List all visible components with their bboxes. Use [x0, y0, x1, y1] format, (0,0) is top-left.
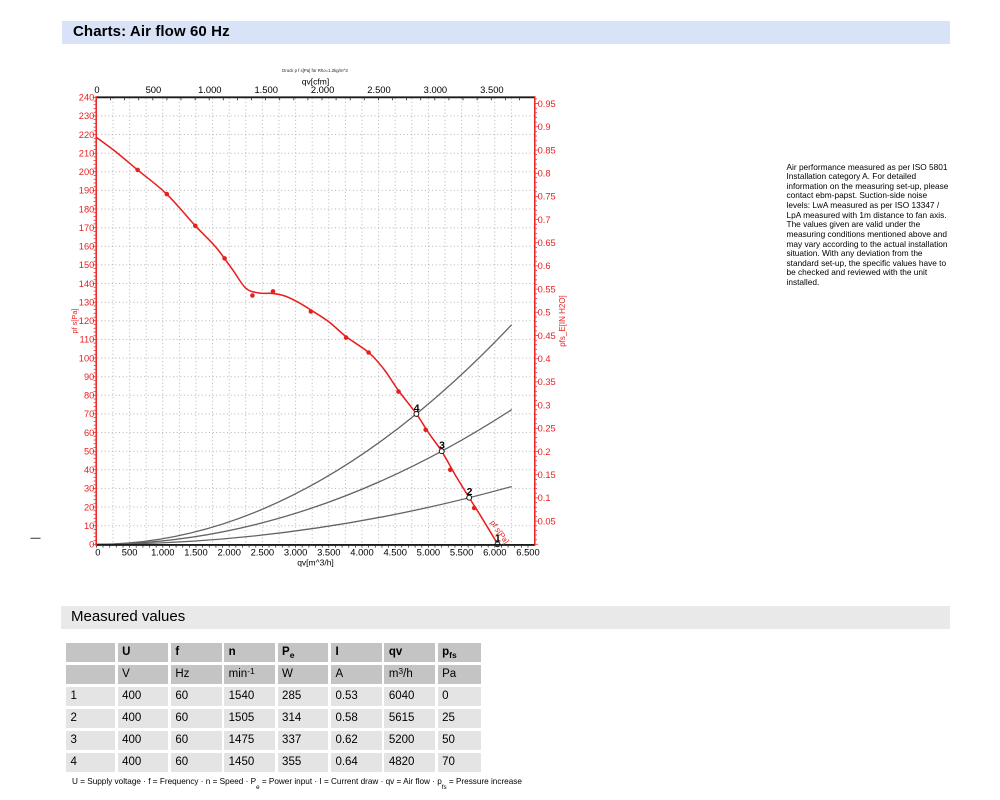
svg-text:0.15: 0.15	[538, 470, 556, 480]
svg-text:220: 220	[79, 130, 95, 140]
svg-text:0.3: 0.3	[538, 400, 551, 410]
svg-text:160: 160	[79, 242, 95, 252]
svg-text:80: 80	[84, 391, 94, 401]
svg-text:3.000: 3.000	[424, 84, 447, 95]
svg-text:110: 110	[79, 335, 94, 345]
svg-text:2: 2	[467, 487, 473, 498]
svg-text:1.500: 1.500	[184, 547, 207, 558]
svg-text:0.5: 0.5	[538, 308, 551, 318]
svg-text:180: 180	[79, 204, 95, 214]
svg-text:0.85: 0.85	[538, 145, 556, 155]
svg-text:500: 500	[146, 84, 162, 95]
svg-text:20: 20	[84, 502, 94, 512]
svg-text:100: 100	[79, 353, 95, 363]
svg-text:130: 130	[79, 298, 95, 308]
svg-text:3.000: 3.000	[284, 547, 307, 558]
svg-text:5.000: 5.000	[417, 547, 440, 558]
svg-text:6.500: 6.500	[516, 547, 539, 558]
svg-text:60: 60	[84, 428, 94, 438]
svg-text:200: 200	[79, 167, 95, 177]
svg-text:240: 240	[79, 93, 95, 103]
svg-text:500: 500	[122, 547, 138, 558]
svg-text:4.500: 4.500	[383, 547, 406, 558]
svg-text:3: 3	[439, 441, 445, 452]
svg-text:0.95: 0.95	[538, 99, 556, 109]
svg-text:190: 190	[79, 186, 95, 196]
svg-text:0.9: 0.9	[538, 122, 551, 132]
svg-text:0.75: 0.75	[538, 192, 556, 202]
svg-text:50: 50	[84, 447, 94, 457]
svg-text:0.8: 0.8	[538, 169, 551, 179]
svg-text:210: 210	[79, 149, 95, 159]
svg-text:140: 140	[79, 279, 95, 289]
svg-text:3.500: 3.500	[480, 84, 503, 95]
svg-text:10: 10	[84, 521, 94, 531]
svg-text:0: 0	[95, 547, 100, 558]
svg-text:2.500: 2.500	[251, 547, 274, 558]
svg-text:3.500: 3.500	[317, 547, 340, 558]
svg-text:qv[m^3/h]: qv[m^3/h]	[297, 558, 334, 568]
svg-text:5.500: 5.500	[450, 547, 473, 558]
svg-text:0.6: 0.6	[538, 261, 551, 271]
svg-text:1.500: 1.500	[254, 84, 277, 95]
svg-text:40: 40	[84, 465, 94, 475]
svg-text:70: 70	[84, 409, 94, 419]
svg-text:0.55: 0.55	[538, 284, 556, 294]
svg-text:0: 0	[94, 84, 99, 95]
svg-text:1: 1	[495, 534, 501, 545]
svg-text:230: 230	[79, 111, 95, 121]
svg-text:qv[cfm]: qv[cfm]	[302, 76, 329, 86]
svg-text:4: 4	[414, 403, 420, 414]
svg-text:1.000: 1.000	[151, 547, 174, 558]
svg-text:0.05: 0.05	[538, 516, 556, 526]
svg-text:2.000: 2.000	[311, 84, 334, 95]
svg-text:0.7: 0.7	[538, 215, 551, 225]
svg-text:0: 0	[89, 540, 94, 550]
svg-text:0.1: 0.1	[538, 493, 551, 503]
svg-text:0.4: 0.4	[538, 354, 551, 364]
svg-text:0.45: 0.45	[538, 331, 556, 341]
svg-text:6.000: 6.000	[483, 547, 506, 558]
svg-text:Druck p f s[Pa] für Rho=1.2kg/: Druck p f s[Pa] für Rho=1.2kg/m^3	[282, 68, 348, 73]
svg-text:1.000: 1.000	[198, 84, 221, 95]
svg-text:0.2: 0.2	[538, 447, 551, 457]
svg-text:4.000: 4.000	[350, 547, 373, 558]
svg-text:150: 150	[79, 260, 95, 270]
svg-text:0.65: 0.65	[538, 238, 556, 248]
svg-text:0.25: 0.25	[538, 424, 556, 434]
svg-text:2.000: 2.000	[217, 547, 240, 558]
svg-text:pfs_E[IN H2O]: pfs_E[IN H2O]	[558, 295, 567, 347]
svg-text:30: 30	[84, 484, 94, 494]
svg-text:90: 90	[84, 372, 94, 382]
svg-text:pf s[Pa]: pf s[Pa]	[70, 308, 79, 333]
svg-text:170: 170	[79, 223, 95, 233]
svg-text:0.35: 0.35	[538, 377, 556, 387]
svg-text:2.500: 2.500	[367, 84, 390, 95]
svg-text:120: 120	[79, 316, 95, 326]
